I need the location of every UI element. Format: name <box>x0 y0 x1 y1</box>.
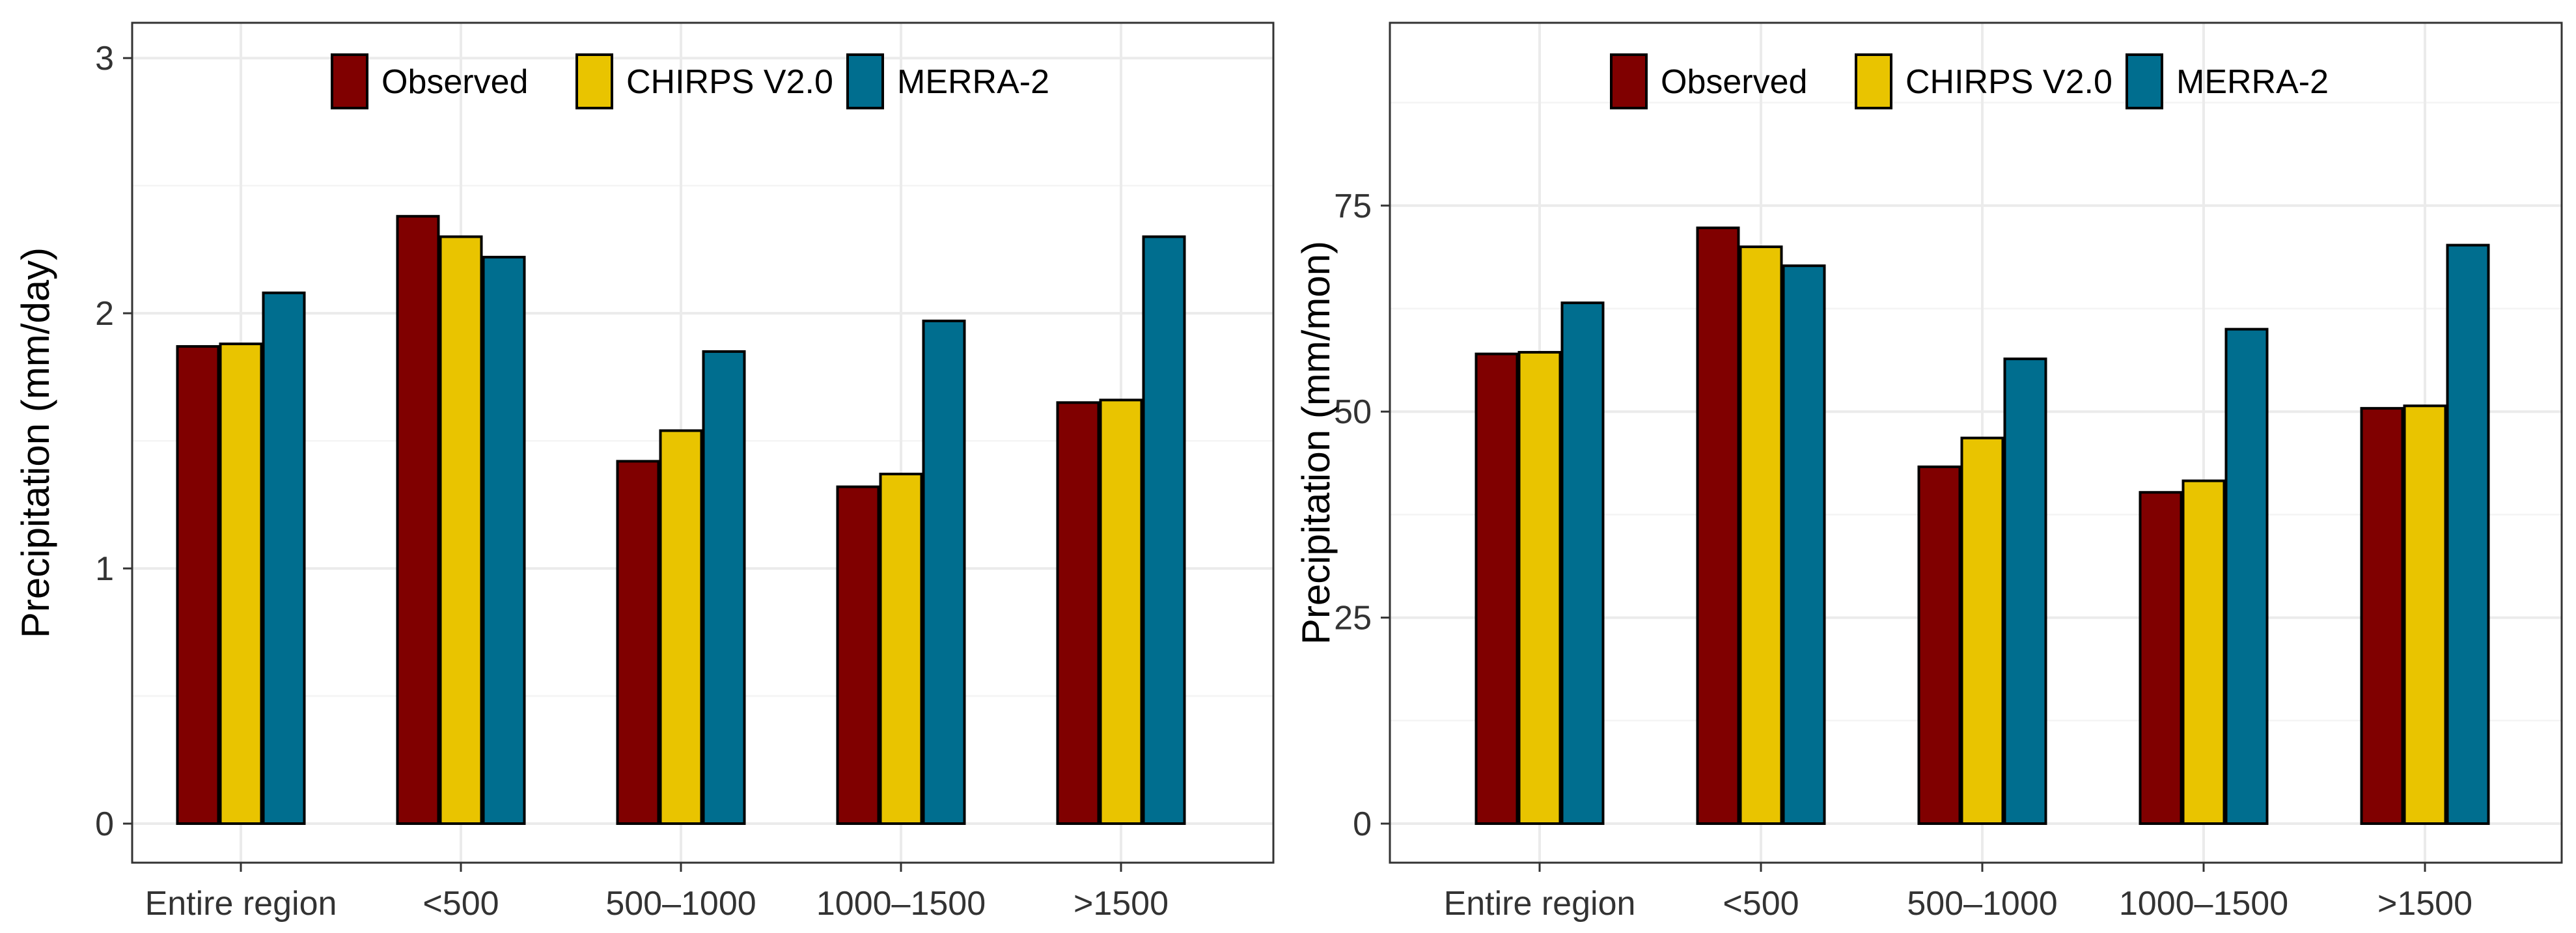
bar-merra-2-1 <box>1782 264 1826 825</box>
bar-merra-2-4 <box>2446 244 2490 825</box>
bars-group <box>1475 226 2490 825</box>
y-tick-label: 3 <box>95 40 114 77</box>
y-tick-label: 0 <box>1353 805 1372 843</box>
bar-observed-2 <box>1917 465 1961 825</box>
x-tick-label: >1500 <box>1073 885 1169 923</box>
bar-observed-4 <box>2360 407 2404 825</box>
bar-observed-0 <box>176 345 220 825</box>
bar-chirps-v2-0-3 <box>879 473 923 825</box>
bar-chirps-v2-0-0 <box>219 342 263 825</box>
bar-observed-3 <box>836 485 880 825</box>
bar-observed-3 <box>2139 491 2183 825</box>
legend-label: Observed <box>1661 63 1807 101</box>
legend-key-merra-2 <box>846 53 884 109</box>
y-tick-label: 1 <box>95 550 114 588</box>
bar-chirps-v2-0-1 <box>1739 245 1783 825</box>
x-tick-label: >1500 <box>2377 885 2472 923</box>
y-tick-label: 0 <box>95 805 114 843</box>
y-tick-label: 25 <box>1334 600 1372 637</box>
bar-merra-2-0 <box>262 291 306 826</box>
y-axis: 0 1 2 3 <box>95 40 132 843</box>
x-axis: Entire region <500 500–1000 1000–1500 >1500 <box>145 863 1169 923</box>
y-axis: 0 25 50 75 <box>1334 188 1390 843</box>
legend-key-chirps-v2-0 <box>1855 53 1892 109</box>
x-tick-label: <500 <box>422 885 499 923</box>
x-tick-label: 500–1000 <box>1907 885 2057 923</box>
x-tick-label: 500–1000 <box>605 885 756 923</box>
bar-merra-2-2 <box>2003 357 2047 825</box>
bar-observed-1 <box>1696 226 1740 825</box>
y-axis-title: Precipitation (mm/day) <box>14 247 57 638</box>
x-axis: Entire region <500 500–1000 1000–1500 >1500 <box>1444 863 2472 923</box>
bar-chirps-v2-0-4 <box>1099 398 1143 825</box>
y-tick-label: 2 <box>95 295 114 333</box>
legend: Observed CHIRPS V2.0 MERRA-2 <box>331 53 1049 109</box>
bar-observed-1 <box>396 215 440 825</box>
legend-label: Observed <box>381 63 528 101</box>
bar-chirps-v2-0-2 <box>659 429 703 825</box>
legend-key-observed <box>1610 53 1648 109</box>
panel-border <box>1389 21 2563 864</box>
bar-chirps-v2-0-4 <box>2403 404 2447 825</box>
panel-border <box>131 21 1275 864</box>
y-tick-label: 50 <box>1334 393 1372 431</box>
x-tick-label: <500 <box>1723 885 1799 923</box>
bar-chirps-v2-0-2 <box>1960 436 2004 825</box>
bar-merra-2-1 <box>482 255 526 826</box>
chart-panel-monthly: 0 25 50 75 Entire region <500 500–1000 1000–15… <box>1294 21 2563 923</box>
bar-chirps-v2-0-0 <box>1517 351 1562 825</box>
legend-key-chirps-v2-0 <box>575 53 613 109</box>
bar-observed-0 <box>1475 352 1519 825</box>
x-tick-label: Entire region <box>1444 885 1636 923</box>
bar-merra-2-4 <box>1142 235 1186 825</box>
legend-key-observed <box>331 53 368 109</box>
bar-chirps-v2-0-1 <box>439 235 483 825</box>
bar-chirps-v2-0-3 <box>2181 479 2226 825</box>
x-tick-label: Entire region <box>145 885 337 923</box>
x-tick-label: 1000–1500 <box>816 885 986 923</box>
bar-merra-2-2 <box>702 350 746 825</box>
y-axis-title: Precipitation (mm/mon) <box>1294 241 1338 645</box>
bar-merra-2-3 <box>2224 327 2269 825</box>
legend-label: MERRA-2 <box>897 63 1049 101</box>
legend-label: MERRA-2 <box>2176 63 2329 101</box>
bar-observed-4 <box>1056 401 1100 825</box>
chart-panel-daily: 0 1 2 3 Entire region <500 500–1000 1000–1500 >… <box>14 21 1275 923</box>
legend-label: CHIRPS V2.0 <box>1905 63 2112 101</box>
bar-merra-2-0 <box>1560 301 1605 825</box>
y-tick-label: 75 <box>1334 188 1372 225</box>
legend-label: CHIRPS V2.0 <box>626 63 833 101</box>
bars-group <box>176 215 1186 826</box>
x-tick-label: 1000–1500 <box>2119 885 2288 923</box>
legend-key-merra-2 <box>2126 53 2163 109</box>
bar-merra-2-3 <box>922 319 966 825</box>
bar-observed-2 <box>616 460 660 825</box>
legend: Observed CHIRPS V2.0 MERRA-2 <box>1610 53 2329 109</box>
